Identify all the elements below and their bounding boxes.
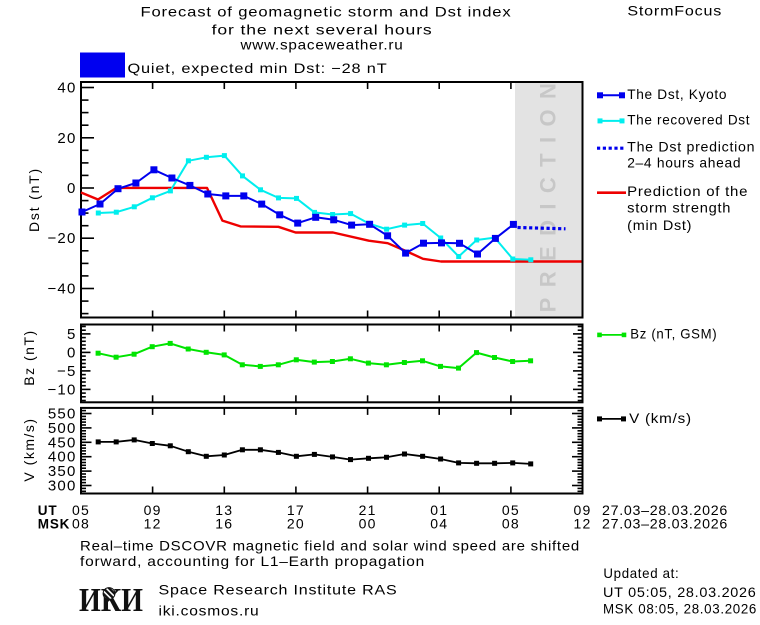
svg-text:V (km/s): V (km/s) [629, 410, 692, 426]
svg-text:Dst (nT): Dst (nT) [26, 167, 42, 232]
svg-text:Real–time DSCOVR magnetic fiel: Real–time DSCOVR magnetic field and sola… [80, 538, 580, 554]
svg-text:The recovered Dst: The recovered Dst [627, 111, 750, 127]
svg-text:21: 21 [359, 502, 377, 518]
svg-text:Bz (nT): Bz (nT) [21, 329, 37, 385]
svg-text:www.spaceweather.ru: www.spaceweather.ru [239, 37, 403, 53]
svg-text:20: 20 [57, 130, 76, 147]
svg-text:for the next several hours: for the next several hours [212, 22, 433, 38]
svg-text:05: 05 [72, 502, 90, 518]
svg-text:−20: −20 [47, 230, 76, 247]
svg-text:The Dst prediction: The Dst prediction [627, 139, 755, 155]
svg-text:450: 450 [48, 434, 77, 451]
svg-text:V (km/s): V (km/s) [21, 417, 37, 481]
svg-text:−10: −10 [47, 381, 76, 398]
svg-text:500: 500 [48, 420, 77, 437]
svg-text:01: 01 [430, 502, 448, 518]
svg-text:(min Dst): (min Dst) [627, 217, 692, 233]
svg-text:Bz (nT, GSM): Bz (nT, GSM) [630, 326, 717, 342]
svg-text:27.03–28.03.2026: 27.03–28.03.2026 [602, 502, 728, 518]
svg-text:−5: −5 [57, 363, 77, 380]
svg-text:storm strength: storm strength [627, 200, 731, 216]
svg-text:Space Research Institute RAS: Space Research Institute RAS [159, 582, 398, 598]
svg-text:The Dst, Kyoto: The Dst, Kyoto [627, 86, 727, 102]
svg-text:08: 08 [502, 516, 520, 532]
svg-text:08: 08 [72, 516, 90, 532]
svg-text:MSK: MSK [38, 517, 70, 532]
svg-text:400: 400 [48, 449, 77, 466]
svg-text:20: 20 [287, 516, 305, 532]
svg-text:Quiet, expected min Dst: −28 n: Quiet, expected min Dst: −28 nT [128, 60, 388, 76]
svg-text:Forecast of geomagnetic storm: Forecast of geomagnetic storm and Dst in… [141, 4, 512, 20]
svg-text:0: 0 [67, 344, 77, 361]
svg-text:05: 05 [502, 502, 520, 518]
svg-text:550: 550 [48, 406, 77, 423]
svg-text:UT 05:05, 28.03.2026: UT 05:05, 28.03.2026 [603, 584, 757, 600]
svg-text:27.03–28.03.2026: 27.03–28.03.2026 [602, 516, 728, 532]
svg-text:forward, accounting for L1–Ear: forward, accounting for L1–Earth propaga… [80, 553, 425, 569]
svg-text:04: 04 [430, 516, 448, 532]
svg-text:Updated at:: Updated at: [603, 565, 679, 581]
svg-text:350: 350 [48, 463, 77, 480]
svg-text:Prediction of the: Prediction of the [627, 183, 748, 199]
svg-text:−40: −40 [47, 281, 76, 298]
svg-text:StormFocus: StormFocus [627, 3, 722, 19]
svg-text:300: 300 [48, 478, 77, 495]
svg-text:17: 17 [287, 502, 305, 518]
svg-text:13: 13 [215, 502, 233, 518]
svg-text:MSK 08:05, 28.03.2026: MSK 08:05, 28.03.2026 [603, 601, 757, 617]
svg-text:5: 5 [67, 326, 77, 343]
svg-text:PREDICTION: PREDICTION [536, 73, 561, 313]
svg-text:40: 40 [57, 80, 76, 97]
svg-text:12: 12 [574, 516, 592, 532]
svg-text:16: 16 [215, 516, 233, 532]
svg-text:2–4 hours ahead: 2–4 hours ahead [627, 155, 741, 171]
svg-text:09: 09 [144, 502, 162, 518]
svg-text:12: 12 [144, 516, 162, 532]
svg-text:iki.cosmos.ru: iki.cosmos.ru [159, 603, 260, 619]
svg-text:09: 09 [574, 502, 592, 518]
svg-text:UT: UT [38, 503, 58, 518]
svg-text:00: 00 [359, 516, 377, 532]
svg-text:0: 0 [67, 180, 77, 197]
